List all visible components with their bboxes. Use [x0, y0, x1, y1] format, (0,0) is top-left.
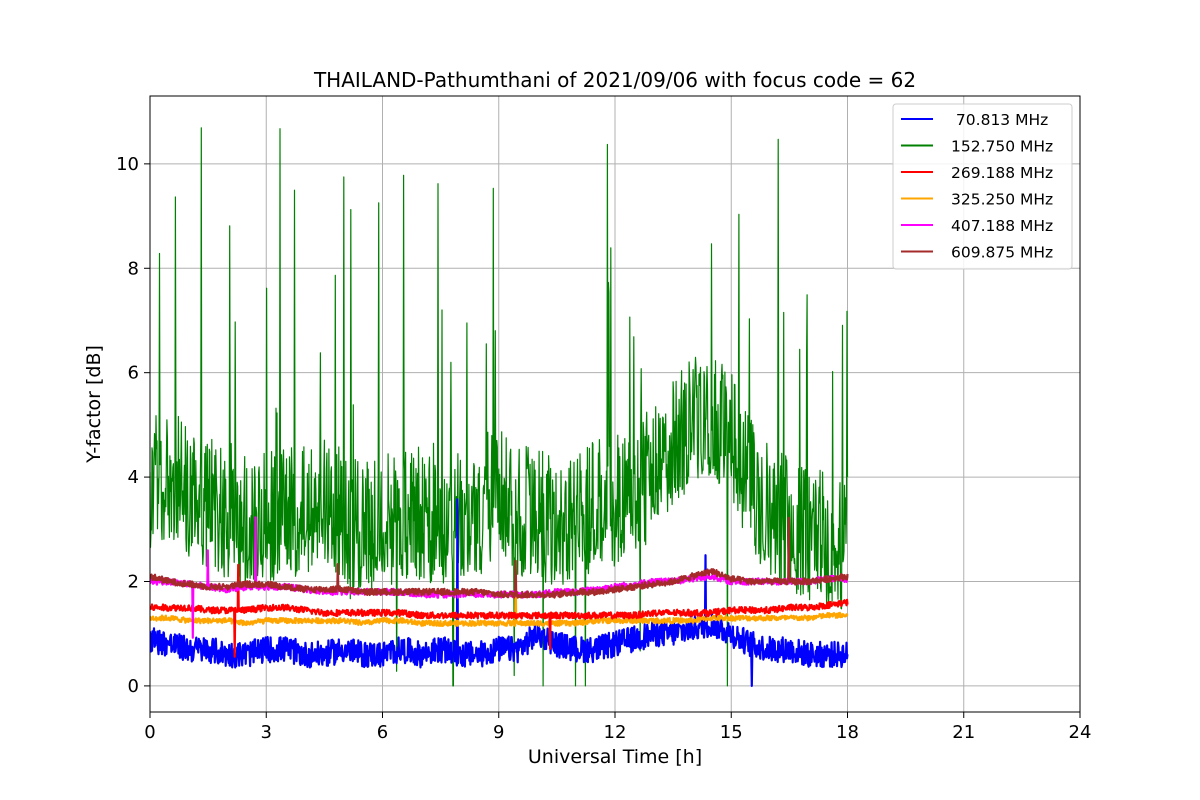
legend-label-1: 152.750 MHz [951, 138, 1053, 156]
x-tick-label: 9 [493, 722, 504, 743]
legend: 70.813 MHz 152.750 MHz 269.188 MHz 325.250 … [892, 103, 1073, 270]
y-axis-label: Y-factor [dB] [83, 345, 105, 464]
series-line-3 [150, 577, 849, 627]
legend-label-5: 609.875 MHz [951, 244, 1053, 262]
series-line-5 [150, 516, 849, 599]
y-tick-label: 10 [116, 154, 139, 175]
legend-label-0: 70.813 MHz [951, 111, 1048, 129]
y-tick-label: 6 [128, 363, 139, 384]
series-line-0 [150, 498, 849, 687]
x-tick-label: 12 [604, 722, 627, 743]
x-tick-label: 15 [720, 722, 743, 743]
chart-title: THAILAND-Pathumthani of 2021/09/06 with … [313, 68, 916, 92]
x-tick-label: 18 [836, 722, 859, 743]
legend-label-2: 269.188 MHz [951, 164, 1053, 182]
x-tick-label: 6 [377, 722, 388, 743]
x-tick-label: 21 [952, 722, 975, 743]
y-tick-label: 2 [128, 571, 139, 592]
series-line-1 [150, 127, 849, 687]
series-line-2 [150, 563, 849, 658]
legend-label-3: 325.250 MHz [951, 191, 1053, 209]
x-axis-label: Universal Time [h] [528, 746, 702, 768]
legend-box [892, 103, 1073, 270]
y-tick-label: 4 [128, 467, 139, 488]
y-tick-label: 0 [128, 676, 139, 697]
x-tick-label: 3 [261, 722, 272, 743]
x-tick-label: 24 [1069, 722, 1092, 743]
x-tick-label: 0 [144, 722, 155, 743]
legend-label-4: 407.188 MHz [951, 217, 1053, 235]
plot-area [150, 127, 849, 687]
y-tick-label: 8 [128, 258, 139, 279]
